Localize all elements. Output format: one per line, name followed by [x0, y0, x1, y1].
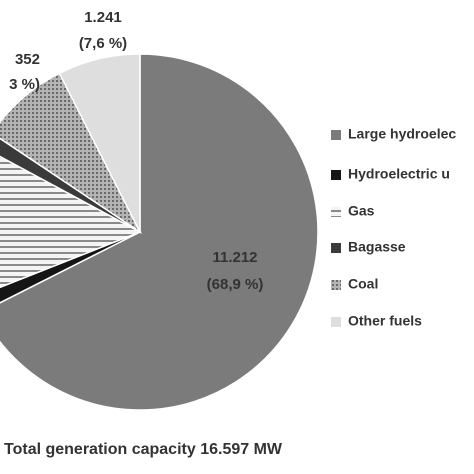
percent-label: 3 %) — [9, 76, 40, 93]
data-label: 352 — [15, 51, 40, 68]
legend-label: Coal — [348, 276, 378, 292]
legend-swatch — [331, 207, 341, 217]
legend-swatch — [331, 317, 341, 327]
pie-slice — [0, 72, 142, 235]
legend-swatch — [331, 130, 341, 140]
legend-label: Large hydroelec — [348, 126, 456, 142]
legend-swatch — [331, 243, 341, 253]
legend-label: Hydroelectric u — [348, 166, 450, 182]
legend-label: Bagasse — [348, 239, 406, 255]
footer: Total generation capacity 16.597 MW — [4, 441, 283, 458]
legend-swatch — [331, 170, 341, 180]
data-label: 1.241 — [84, 9, 122, 26]
legend-label: Other fuels — [348, 313, 422, 329]
data-label: 11.212 — [212, 249, 257, 266]
legend-swatch — [331, 280, 341, 290]
pie-slice — [0, 53, 319, 411]
legend-label: Gas — [348, 203, 375, 219]
pie-slice — [58, 53, 141, 233]
pie-slice — [0, 155, 142, 289]
percent-label: (7,6 %) — [79, 35, 127, 52]
percent-label: (68,9 %) — [207, 276, 264, 293]
pie-slice — [0, 231, 141, 304]
